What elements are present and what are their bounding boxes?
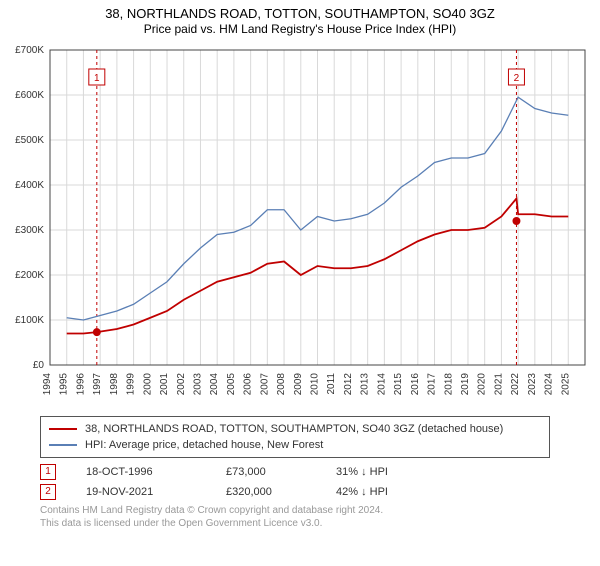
svg-text:2014: 2014 (376, 373, 387, 396)
svg-text:2004: 2004 (209, 373, 220, 396)
svg-text:2023: 2023 (527, 373, 538, 396)
legend: 38, NORTHLANDS ROAD, TOTTON, SOUTHAMPTON… (40, 416, 550, 458)
legend-swatch (49, 444, 77, 446)
svg-text:2006: 2006 (243, 373, 254, 396)
svg-text:2016: 2016 (410, 373, 421, 396)
legend-label: HPI: Average price, detached house, New … (85, 437, 323, 453)
legend-label: 38, NORTHLANDS ROAD, TOTTON, SOUTHAMPTON… (85, 421, 503, 437)
svg-text:£0: £0 (33, 360, 45, 371)
svg-text:2024: 2024 (544, 373, 555, 396)
svg-text:1997: 1997 (92, 373, 103, 396)
svg-text:£500K: £500K (15, 135, 44, 146)
svg-text:2000: 2000 (142, 373, 153, 396)
sale-price: £320,000 (226, 486, 306, 498)
sale-row: 2 19-NOV-2021 £320,000 42% ↓ HPI (40, 484, 600, 500)
chart-subtitle: Price paid vs. HM Land Registry's House … (0, 22, 600, 36)
svg-text:£100K: £100K (15, 315, 44, 326)
svg-text:1999: 1999 (126, 373, 137, 396)
chart-plot: £0 £100K £200K £300K £400K £500K £600K £700K 199… (0, 40, 600, 410)
legend-row: 38, NORTHLANDS ROAD, TOTTON, SOUTHAMPTON… (49, 421, 541, 437)
disclaimer: Contains HM Land Registry data © Crown c… (40, 504, 600, 530)
sale-date: 19-NOV-2021 (86, 486, 196, 498)
legend-row: HPI: Average price, detached house, New … (49, 437, 541, 453)
svg-text:2018: 2018 (443, 373, 454, 396)
svg-text:2002: 2002 (176, 373, 187, 396)
disclaimer-line: This data is licensed under the Open Gov… (40, 517, 600, 530)
svg-text:2008: 2008 (276, 373, 287, 396)
svg-text:£600K: £600K (15, 90, 44, 101)
svg-text:2: 2 (514, 73, 520, 84)
svg-text:2021: 2021 (493, 373, 504, 396)
svg-text:2012: 2012 (343, 373, 354, 396)
svg-text:£400K: £400K (15, 180, 44, 191)
svg-text:2019: 2019 (460, 373, 471, 396)
svg-text:1998: 1998 (109, 373, 120, 396)
sale-price: £73,000 (226, 466, 306, 478)
svg-text:2015: 2015 (393, 373, 404, 396)
sale-date: 18-OCT-1996 (86, 466, 196, 478)
chart-svg: £0 £100K £200K £300K £400K £500K £600K £700K 199… (0, 40, 600, 410)
svg-text:2020: 2020 (477, 373, 488, 396)
svg-text:2025: 2025 (560, 373, 571, 396)
svg-text:1995: 1995 (59, 373, 70, 396)
sale-marker: 1 (40, 464, 56, 480)
chart-container: 38, NORTHLANDS ROAD, TOTTON, SOUTHAMPTON… (0, 6, 600, 566)
sale-hpi: 31% ↓ HPI (336, 466, 426, 478)
svg-text:£700K: £700K (15, 45, 44, 56)
sale-hpi: 42% ↓ HPI (336, 486, 426, 498)
svg-text:2011: 2011 (326, 373, 337, 395)
disclaimer-line: Contains HM Land Registry data © Crown c… (40, 504, 600, 517)
sale-row: 1 18-OCT-1996 £73,000 31% ↓ HPI (40, 464, 600, 480)
sale-marker: 2 (40, 484, 56, 500)
svg-text:1996: 1996 (75, 373, 86, 396)
svg-text:2003: 2003 (192, 373, 203, 396)
svg-text:1: 1 (94, 73, 100, 84)
svg-text:2013: 2013 (360, 373, 371, 396)
svg-text:2007: 2007 (259, 373, 270, 396)
legend-swatch (49, 428, 77, 430)
svg-text:1994: 1994 (42, 373, 53, 396)
svg-text:2001: 2001 (159, 373, 170, 396)
svg-text:2022: 2022 (510, 373, 521, 396)
svg-text:2005: 2005 (226, 373, 237, 396)
sales-table: 1 18-OCT-1996 £73,000 31% ↓ HPI 2 19-NOV-2021… (40, 464, 600, 500)
chart-title: 38, NORTHLANDS ROAD, TOTTON, SOUTHAMPTON… (0, 6, 600, 21)
svg-text:2017: 2017 (427, 373, 438, 396)
svg-text:2009: 2009 (293, 373, 304, 396)
svg-text:£200K: £200K (15, 270, 44, 281)
svg-text:£300K: £300K (15, 225, 44, 236)
svg-text:2010: 2010 (310, 373, 321, 396)
